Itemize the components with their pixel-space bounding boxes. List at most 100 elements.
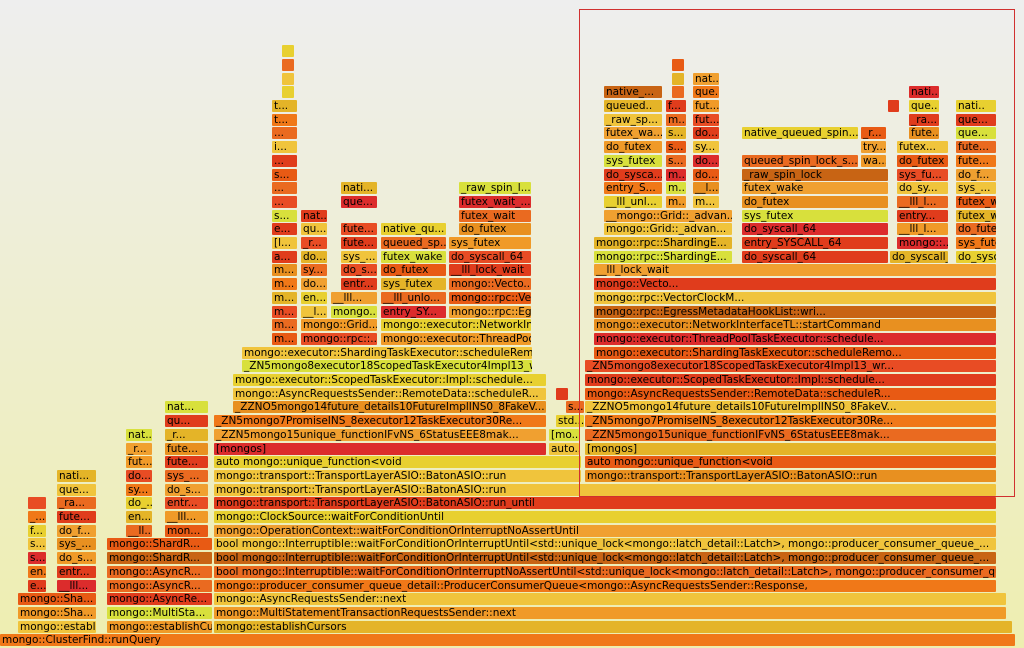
stack-frame[interactable]: entry... <box>897 209 948 222</box>
stack-frame[interactable]: m... <box>272 319 297 332</box>
stack-frame[interactable]: _ZZN5mongo15unique_functionIFvNS_6Status… <box>214 428 546 441</box>
stack-frame[interactable]: __lll_unlo... <box>381 291 446 304</box>
stack-frame[interactable]: _ZN5mongo7PromiseINS_8executor12TaskExec… <box>214 415 546 428</box>
stack-frame[interactable]: mongo::transport::TransportLayerASIO::Ba… <box>214 483 996 496</box>
stack-frame[interactable]: mongo::rpc::EgressMetadataHookList::wri.… <box>449 305 531 318</box>
stack-frame[interactable]: _ZN5mongo7PromiseINS_8executor12TaskExec… <box>585 415 996 428</box>
stack-frame[interactable]: ... <box>272 182 297 195</box>
stack-frame[interactable]: do_f... <box>956 168 996 181</box>
stack-frame[interactable]: sys_fu... <box>897 168 948 181</box>
stack-frame[interactable]: sy... <box>126 483 152 496</box>
stack-frame[interactable]: __lll... <box>165 511 208 523</box>
stack-frame[interactable]: try... <box>861 141 886 154</box>
stack-frame[interactable]: s... <box>566 401 584 414</box>
stack-frame[interactable]: do_futex <box>381 264 446 277</box>
stack-frame[interactable]: en... <box>301 291 327 304</box>
stack-frame[interactable] <box>672 86 684 99</box>
stack-frame[interactable]: que.. <box>909 100 939 112</box>
stack-frame[interactable]: do_futex <box>897 154 948 167</box>
stack-frame[interactable]: __mongo::Grid::_advan... <box>604 209 732 222</box>
stack-frame[interactable]: do... <box>301 250 327 263</box>
stack-frame[interactable]: futex... <box>897 141 948 154</box>
stack-frame[interactable]: wa... <box>861 154 886 167</box>
stack-frame[interactable]: mongo::executor::ThreadPoolTaskExecutor:… <box>381 332 531 345</box>
stack-frame[interactable] <box>672 58 684 71</box>
stack-frame[interactable]: en... <box>28 565 46 578</box>
stack-frame[interactable]: _ra... <box>909 113 939 126</box>
stack-frame[interactable]: native_qu... <box>381 223 446 236</box>
stack-frame[interactable]: auto mongo::unique_function<void <box>214 456 581 469</box>
stack-frame[interactable]: native_queued_spin... <box>742 127 858 140</box>
stack-frame[interactable]: __lll... <box>57 579 96 592</box>
stack-frame[interactable]: mongo::AsyncRequestsSender::RemoteData::… <box>233 387 546 400</box>
stack-frame[interactable]: do_sysca... <box>604 168 662 181</box>
stack-frame[interactable]: mongo::executor::ShardingTaskExecutor::s… <box>242 346 532 359</box>
stack-frame[interactable]: mongo::rpc::VectorClockM... <box>449 291 531 304</box>
stack-frame[interactable]: do_s... <box>57 552 96 565</box>
stack-frame[interactable]: sys_futex <box>956 237 996 249</box>
stack-frame[interactable]: mongo::AsyncR... <box>107 579 212 592</box>
stack-frame[interactable]: mongo::AsyncR... <box>107 565 212 578</box>
stack-frame[interactable]: entry_SYSCALL_64 <box>742 237 888 249</box>
stack-frame[interactable]: entry_S... <box>604 182 662 195</box>
stack-frame[interactable]: mongo::ClockSource::waitForConditionUnti… <box>214 511 996 523</box>
stack-frame[interactable]: _raw_spin_l... <box>459 182 531 195</box>
stack-frame[interactable]: std... <box>556 415 584 428</box>
stack-frame[interactable]: [mongos] <box>585 442 996 455</box>
stack-frame[interactable]: fute... <box>956 154 996 167</box>
stack-frame[interactable]: que... <box>956 113 996 126</box>
stack-frame[interactable]: mongo::rpc::EgressMetadataHookList::wri.… <box>594 305 996 318</box>
stack-frame[interactable]: do_s... <box>165 483 208 496</box>
stack-frame[interactable]: mongo::Vecto... <box>449 278 531 291</box>
stack-frame[interactable]: mongo::MultiStatementTransactionRequests… <box>214 606 1006 619</box>
stack-frame[interactable]: mongo::transport::TransportLayerASIO::Ba… <box>585 469 996 482</box>
stack-frame[interactable]: __l... <box>301 305 327 318</box>
stack-frame[interactable]: sys_... <box>956 182 996 195</box>
stack-frame[interactable]: mongo::producer_consumer_queue_detail::P… <box>214 579 996 592</box>
stack-frame[interactable]: do_syscall_64 <box>449 250 531 263</box>
stack-frame[interactable]: __lll... <box>331 291 377 304</box>
stack-frame[interactable]: __lll_l... <box>897 195 948 208</box>
stack-frame[interactable]: _r... <box>861 127 886 140</box>
stack-frame[interactable]: do_futex <box>742 195 888 208</box>
stack-frame[interactable]: s... <box>272 168 297 181</box>
stack-frame[interactable]: s... <box>666 154 686 167</box>
stack-frame[interactable]: sy... <box>301 264 327 277</box>
stack-frame[interactable]: fute... <box>909 127 939 140</box>
stack-frame[interactable]: nati... <box>57 469 96 482</box>
stack-frame[interactable]: sy... <box>693 141 719 154</box>
stack-frame[interactable]: en... <box>126 511 152 523</box>
stack-frame[interactable]: mongo::rpc::VectorClockM... <box>594 291 996 304</box>
stack-frame[interactable]: mongo::transport::TransportLayerASIO::Ba… <box>214 497 996 510</box>
stack-frame[interactable]: [mongos] <box>214 442 546 455</box>
stack-frame[interactable]: m... <box>693 195 719 208</box>
stack-frame[interactable]: do_syscall_64 <box>890 250 948 263</box>
stack-frame[interactable]: _raw_sp... <box>604 113 662 126</box>
stack-frame[interactable]: fut... <box>693 100 719 112</box>
stack-frame[interactable]: fute... <box>57 511 96 523</box>
stack-frame[interactable]: futex_wake <box>742 182 888 195</box>
stack-frame[interactable]: e... <box>28 579 46 592</box>
stack-frame[interactable]: m... <box>272 278 297 291</box>
stack-frame[interactable]: __lll_lock_wait <box>449 264 531 277</box>
stack-frame[interactable]: entry_SY... <box>381 305 446 318</box>
stack-frame[interactable]: [l... <box>272 237 297 249</box>
stack-frame[interactable]: mongo::executor::ScopedTaskExecutor::Imp… <box>233 374 546 386</box>
stack-frame[interactable]: do_futex <box>956 223 996 236</box>
stack-frame[interactable]: do_futex <box>604 141 662 154</box>
stack-frame[interactable]: sys_futex <box>604 154 662 167</box>
stack-frame[interactable]: _ZZNO5mongo14future_details10FutureImplI… <box>585 401 996 414</box>
stack-frame[interactable]: sys_futex <box>742 209 888 222</box>
stack-frame[interactable]: mongo::executor::ShardingTaskExecutor::s… <box>594 346 996 359</box>
stack-frame[interactable]: m... <box>272 291 297 304</box>
stack-frame[interactable]: futex_wake <box>381 250 446 263</box>
stack-frame[interactable]: __l... <box>693 182 719 195</box>
stack-frame[interactable]: _ZN5mongo8executor18ScopedTaskExecutor4I… <box>585 360 996 373</box>
stack-frame[interactable]: do... <box>693 168 719 181</box>
stack-frame[interactable]: __lll_unl... <box>604 195 662 208</box>
stack-frame[interactable]: ... <box>272 154 297 167</box>
stack-frame[interactable]: m... <box>666 168 686 181</box>
stack-frame[interactable]: mongo::AsyncRe... <box>107 593 212 606</box>
stack-frame[interactable]: a... <box>272 250 297 263</box>
stack-frame[interactable]: auto mongo::unique_function<void <box>585 456 996 469</box>
